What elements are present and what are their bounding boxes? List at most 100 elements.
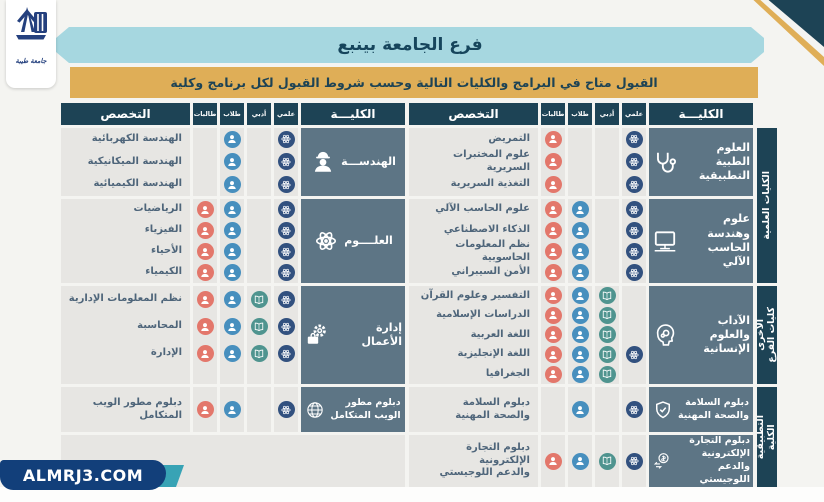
college-cell: الهندســـة: [301, 128, 405, 196]
atom-icon: [625, 201, 643, 218]
category-applied-college: الكلية التطبيقية: [757, 387, 777, 487]
male-student-icon: [223, 318, 241, 335]
track-column-background: [247, 199, 271, 283]
female-student-icon: [196, 318, 214, 335]
female-student-icon: [544, 176, 562, 194]
atom-icon: [277, 318, 295, 335]
specialization-name: الجغرافيا: [409, 364, 538, 384]
open-book-icon: [598, 287, 616, 305]
male-student-icon: [223, 201, 241, 218]
track-cell-lit: [595, 345, 619, 365]
open-book-icon: [598, 346, 616, 364]
female-student-icon: [544, 243, 562, 260]
female-student-icon: [544, 326, 562, 344]
track-cell-male: [220, 220, 244, 241]
specialization-label: اللغة العربية: [470, 328, 530, 340]
specialization-name: علوم المختبرات السريرية: [409, 149, 538, 174]
specialization-label: الهندسة الميكانيكية: [87, 155, 182, 167]
track-cell-male: [220, 262, 244, 283]
scientific-track-header: علمي: [622, 103, 646, 125]
specialization-label: اللغة الإنجليزية: [457, 348, 531, 360]
specialization-name: الذكاء الاصطناعي: [409, 220, 538, 241]
atom-icon: [625, 243, 643, 260]
atom-icon: [625, 401, 643, 418]
track-cell-sci: [622, 241, 646, 262]
specialization-column-background: [409, 128, 538, 196]
column-header-row: الكليـــة علمي أدبي طلاب طالبات التخصص: [61, 103, 405, 125]
male-student-icon: [571, 346, 589, 364]
track-cell-male: [220, 128, 244, 151]
track-column-background: [595, 387, 619, 432]
specialization-label: التفسير وعلوم القرآن: [420, 289, 530, 301]
specialization-name: الهندسة الكيميائية: [61, 173, 190, 196]
track-cell-male: [220, 241, 244, 262]
track-cell-lit: [247, 340, 271, 367]
university-emblem-icon: [13, 5, 49, 55]
specialization-label: نظم المعلومات الحاسوبية: [455, 239, 530, 263]
track-cell-male: [220, 387, 244, 432]
track-cell-female: [541, 241, 565, 262]
atom-icon: [313, 228, 339, 254]
specialization-label: دبلوم التجارة الإلكترونية والدعم اللوجيس…: [439, 442, 530, 479]
specialization-name: نظم المعلومات الحاسوبية: [409, 239, 538, 263]
track-cell-male: [220, 340, 244, 367]
track-cell-female: [541, 262, 565, 283]
track-cell-sci: [274, 173, 298, 196]
track-cell-male: [220, 151, 244, 174]
track-cell-lit: [595, 435, 619, 487]
column-header-row: الكليـــة علمي أدبي طلاب طالبات التخصص: [409, 103, 753, 125]
track-column-background: [595, 128, 619, 196]
track-cell-male: [220, 286, 244, 313]
atom-icon: [277, 130, 295, 148]
engineer-icon: [310, 149, 336, 175]
college-name: العلــــوم: [344, 233, 393, 247]
specialization-label: دبلوم مطور الويب المتكامل: [92, 397, 182, 421]
head-icon: [652, 322, 678, 348]
open-book-icon: [598, 306, 616, 324]
college-band: العلــــوم الرياضيات الفيزياء الأحياء الكيمي…: [61, 199, 405, 283]
male-student-icon: [223, 176, 241, 194]
track-cell-female: [541, 199, 565, 220]
category-scientific-colleges: الكليات العلمية: [757, 128, 777, 283]
male-student-icon: [571, 365, 589, 383]
specialization-column-background: [61, 286, 190, 384]
track-cell-lit: [595, 364, 619, 384]
admission-note-banner: القبول متاح في البرامج والكليات التالية …: [70, 67, 758, 98]
literary-track-header: أدبي: [595, 103, 619, 125]
female-student-icon: [196, 291, 214, 308]
college-column-header: الكليـــة: [301, 103, 405, 125]
track-cell-sci: [622, 262, 646, 283]
male-student-icon: [223, 243, 241, 260]
track-cell-sci: [622, 220, 646, 241]
computer-icon: [652, 228, 678, 254]
shield-icon: [653, 400, 673, 420]
male-student-icon: [571, 243, 589, 260]
atom-icon: [625, 452, 643, 470]
track-cell-male: [568, 345, 592, 365]
atom-icon: [277, 176, 295, 194]
watermark-text: ALMRJ3.COM: [22, 465, 144, 485]
track-cell-female: [541, 306, 565, 326]
male-student-icon: [571, 201, 589, 218]
specialization-name: اللغة الإنجليزية: [409, 345, 538, 365]
track-cell-male: [220, 313, 244, 340]
open-book-icon: [250, 291, 268, 308]
track-cell-male: [568, 199, 592, 220]
specialization-name: الأحياء: [61, 241, 190, 262]
bottom-strip: [0, 487, 824, 502]
college-band: الآداب والعلوم الإنسانية التفسير وعلوم ال…: [409, 286, 753, 384]
track-cell-female: [193, 262, 217, 283]
college-band: العلوم الطبية التطبيقية التمريض علوم المخت…: [409, 128, 753, 196]
track-cell-male: [568, 286, 592, 306]
track-column-background: [568, 128, 592, 196]
track-cell-lit: [595, 325, 619, 345]
track-cell-female: [541, 220, 565, 241]
track-cell-male: [568, 387, 592, 432]
track-cell-female: [193, 199, 217, 220]
college-band: علوم وهندسة الحاسب الآلي علوم الحاسب الآل…: [409, 199, 753, 283]
track-cell-female: [541, 151, 565, 174]
specialization-name: المحاسبة: [61, 313, 190, 340]
admission-note: القبول متاح في البرامج والكليات التالية …: [170, 75, 658, 90]
open-book-icon: [250, 345, 268, 362]
track-column-background: [541, 387, 565, 432]
